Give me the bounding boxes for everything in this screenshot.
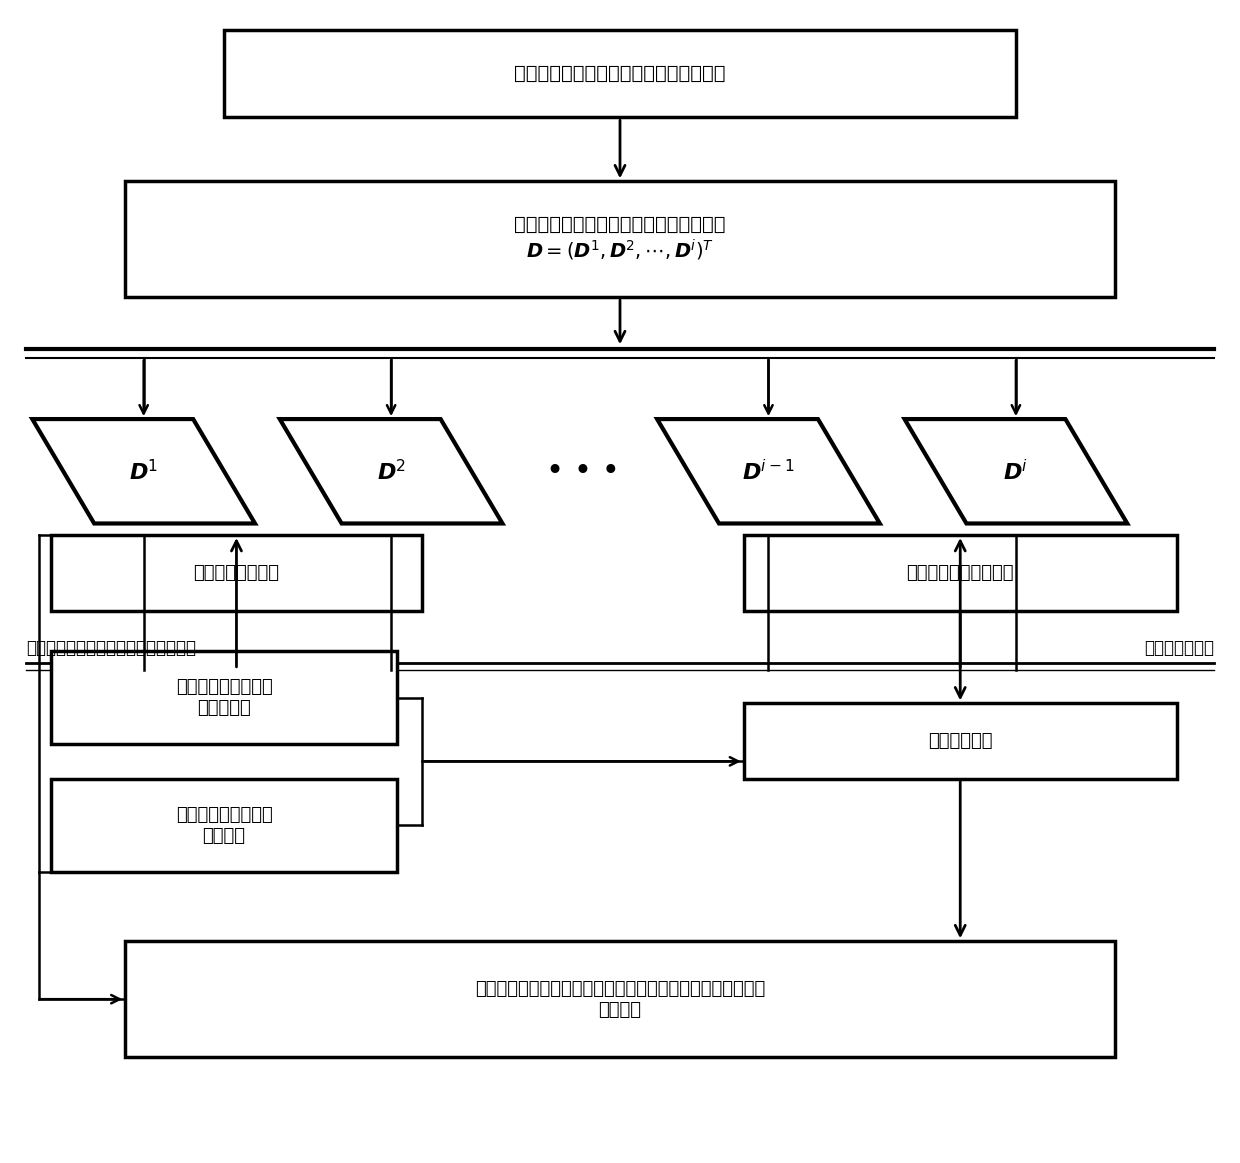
Polygon shape: [32, 419, 255, 523]
FancyBboxPatch shape: [125, 941, 1115, 1057]
FancyBboxPatch shape: [224, 30, 1016, 117]
Text: $\boldsymbol{D}^{i-1}$: $\boldsymbol{D}^{i-1}$: [743, 458, 795, 484]
FancyBboxPatch shape: [744, 704, 1177, 779]
Polygon shape: [280, 419, 502, 523]
FancyBboxPatch shape: [51, 651, 397, 744]
Text: $\boldsymbol{D}^i$: $\boldsymbol{D}^i$: [1003, 458, 1028, 484]
FancyBboxPatch shape: [51, 535, 422, 611]
Polygon shape: [657, 419, 880, 523]
Text: 代入携带先验方向梯度约束的四维电阻率反演方程，求得反演
成像结果: 代入携带先验方向梯度约束的四维电阻率反演方程，求得反演 成像结果: [475, 979, 765, 1019]
Text: 物探普查不良地质体位置，确定灌浆区域: 物探普查不良地质体位置，确定灌浆区域: [515, 64, 725, 84]
Text: 取多组采集数据: 取多组采集数据: [1143, 638, 1214, 657]
Text: $\boldsymbol{D}^1$: $\boldsymbol{D}^1$: [129, 458, 159, 484]
Text: 确定初始模型: 确定初始模型: [928, 732, 992, 750]
Polygon shape: [904, 419, 1127, 523]
Text: 雷达法确定裂隙发育
大致情况: 雷达法确定裂隙发育 大致情况: [176, 806, 273, 844]
Text: 地震法确定不良地质
体构造形态: 地震法确定不良地质 体构造形态: [176, 678, 273, 716]
Text: • • •: • • •: [546, 457, 620, 486]
Text: 求得空间光滑约束矩阵: 求得空间光滑约束矩阵: [906, 564, 1014, 582]
Text: $\boldsymbol{D}^2$: $\boldsymbol{D}^2$: [377, 458, 405, 484]
Text: 确定方向梯度矩阵: 确定方向梯度矩阵: [193, 564, 279, 582]
FancyBboxPatch shape: [744, 535, 1177, 611]
FancyBboxPatch shape: [51, 779, 397, 871]
Text: 独立反演迭代一次，确定方向梯度矩阵: 独立反演迭代一次，确定方向梯度矩阵: [26, 638, 196, 657]
Text: 采集的一系列拥有完整电极排列的数据集
$\boldsymbol{D}=(\boldsymbol{D}^1,\boldsymbol{D}^2,\cdots,\bo: 采集的一系列拥有完整电极排列的数据集 $\boldsymbol{D}=(\bol…: [515, 215, 725, 263]
FancyBboxPatch shape: [125, 181, 1115, 298]
